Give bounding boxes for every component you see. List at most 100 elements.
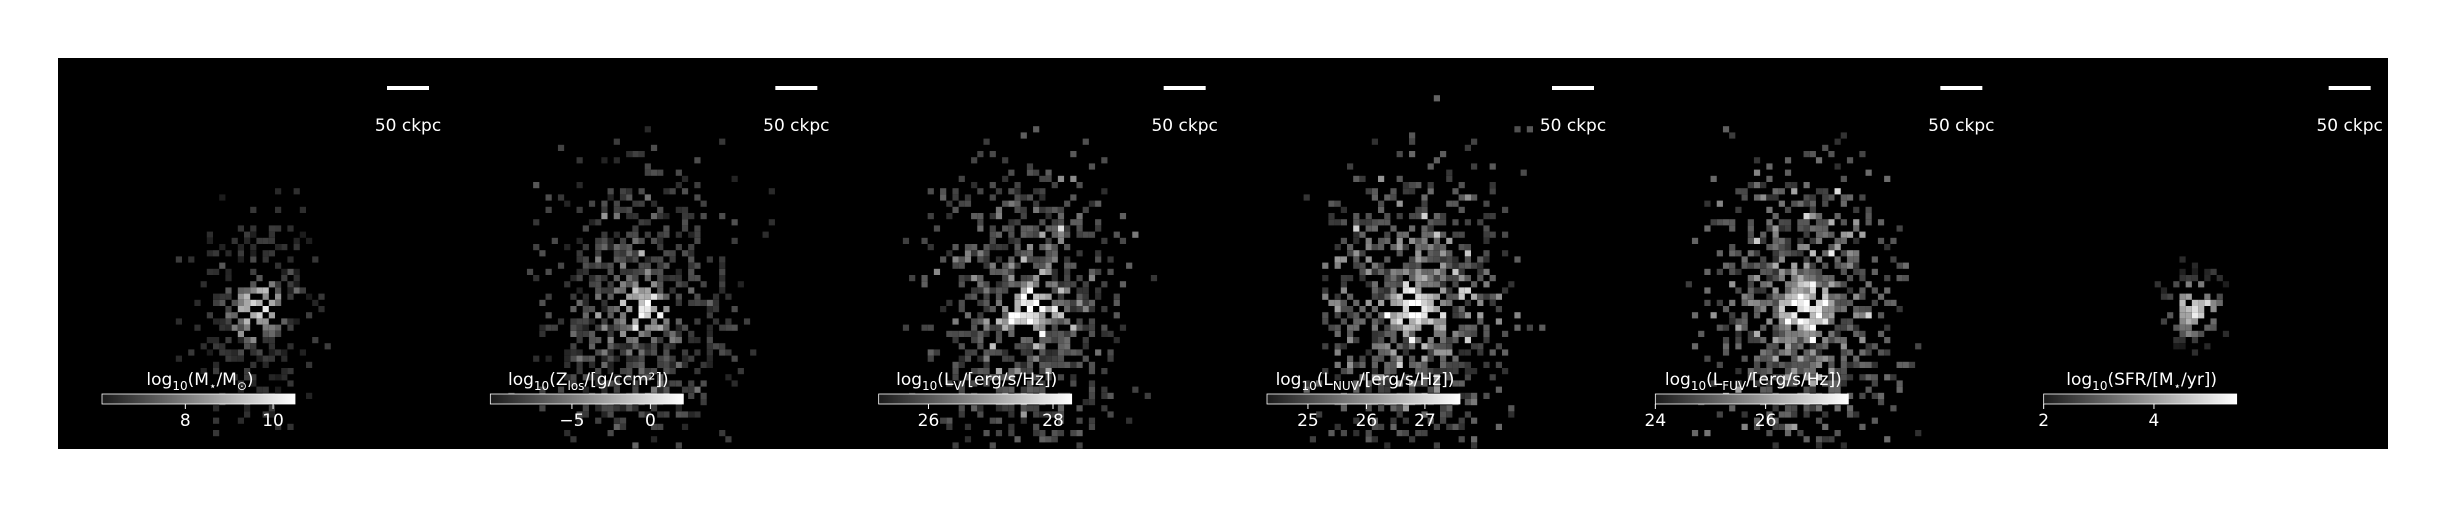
pixel <box>663 188 670 195</box>
pixel <box>1526 324 1533 331</box>
pixel <box>1840 355 1847 362</box>
pixel <box>1033 275 1040 282</box>
pixel <box>626 355 633 362</box>
pixel <box>2204 293 2211 300</box>
pixel <box>1778 244 1785 251</box>
pixel <box>977 411 984 418</box>
pixel <box>1088 275 1096 282</box>
label-part: log <box>2066 370 2092 390</box>
pixel <box>657 374 664 381</box>
pixel <box>1766 262 1773 269</box>
pixel <box>1076 324 1083 331</box>
pixel <box>1803 281 1810 288</box>
pixel <box>1514 324 1521 331</box>
pixel <box>237 324 244 331</box>
pixel <box>293 188 300 195</box>
pixel <box>669 343 676 350</box>
pixel <box>1877 349 1885 356</box>
pixel <box>1797 306 1804 313</box>
pixel <box>306 293 313 300</box>
colorbar <box>1654 393 1849 405</box>
pixel <box>607 287 614 294</box>
pixel <box>1753 262 1761 269</box>
pixel <box>719 349 726 356</box>
pixel <box>595 405 602 412</box>
pixel <box>225 250 232 257</box>
pixel <box>1691 237 1699 244</box>
pixel <box>1045 206 1052 213</box>
pixel <box>1772 287 1779 294</box>
pixel <box>1495 423 1502 430</box>
pixel <box>601 299 608 306</box>
pixel <box>1014 250 1021 257</box>
pixel <box>200 343 207 350</box>
pixel <box>1815 417 1823 424</box>
pixel <box>188 349 195 356</box>
pixel <box>626 343 633 350</box>
pixel <box>601 200 608 207</box>
pixel <box>1378 175 1385 182</box>
pixel <box>1057 213 1065 220</box>
pixel <box>1803 405 1810 412</box>
pixel <box>1020 361 1027 368</box>
pixel <box>1384 330 1391 337</box>
pixel <box>1371 355 1378 362</box>
pixel <box>299 349 306 356</box>
pixel <box>287 256 294 263</box>
pixel <box>712 306 720 313</box>
pixel <box>688 330 695 337</box>
pixel <box>706 299 713 306</box>
pixel <box>601 231 608 238</box>
pixel <box>1064 306 1071 313</box>
pixel <box>1150 275 1158 282</box>
pixel <box>632 237 639 244</box>
pixel <box>1915 430 1922 437</box>
pixel <box>2210 268 2217 275</box>
pixel <box>1101 392 1108 399</box>
pixel <box>1371 417 1378 424</box>
pixel <box>706 349 713 356</box>
pixel <box>952 368 959 375</box>
pixel <box>564 200 571 207</box>
pixel <box>1415 275 1422 282</box>
pixel <box>244 324 251 331</box>
pixel <box>1446 169 1453 176</box>
pixel <box>1828 293 1835 300</box>
pixel <box>1427 244 1434 251</box>
pixel <box>1039 262 1046 269</box>
pixel <box>613 200 620 207</box>
pixel <box>1803 244 1810 251</box>
pixel <box>1840 318 1847 325</box>
pixel <box>1685 281 1692 288</box>
pixel <box>1101 188 1108 195</box>
pixel <box>669 188 676 195</box>
pixel <box>1791 250 1798 257</box>
pixel <box>638 361 645 368</box>
pixel <box>539 250 546 257</box>
pixel <box>1396 299 1403 306</box>
pixel <box>1747 262 1754 269</box>
pixel <box>595 219 602 226</box>
pixel <box>1766 299 1773 306</box>
pixel <box>995 368 1003 375</box>
pixel <box>1421 380 1428 387</box>
pixel <box>601 324 608 331</box>
pixel <box>989 151 996 158</box>
pixel <box>1033 343 1040 350</box>
pixel <box>2191 337 2199 344</box>
pixel <box>1822 293 1829 300</box>
pixel <box>1107 268 1114 275</box>
pixel <box>1859 268 1866 275</box>
pixel <box>1322 293 1329 300</box>
pixel <box>632 318 639 325</box>
pixel <box>1328 430 1335 437</box>
pixel <box>576 361 583 368</box>
pixel <box>1791 368 1798 375</box>
pixel <box>1772 330 1779 337</box>
pixel <box>219 343 226 350</box>
pixel <box>1402 188 1409 195</box>
pixel <box>2222 330 2230 337</box>
pixel <box>719 213 726 220</box>
pixel <box>1815 330 1823 337</box>
